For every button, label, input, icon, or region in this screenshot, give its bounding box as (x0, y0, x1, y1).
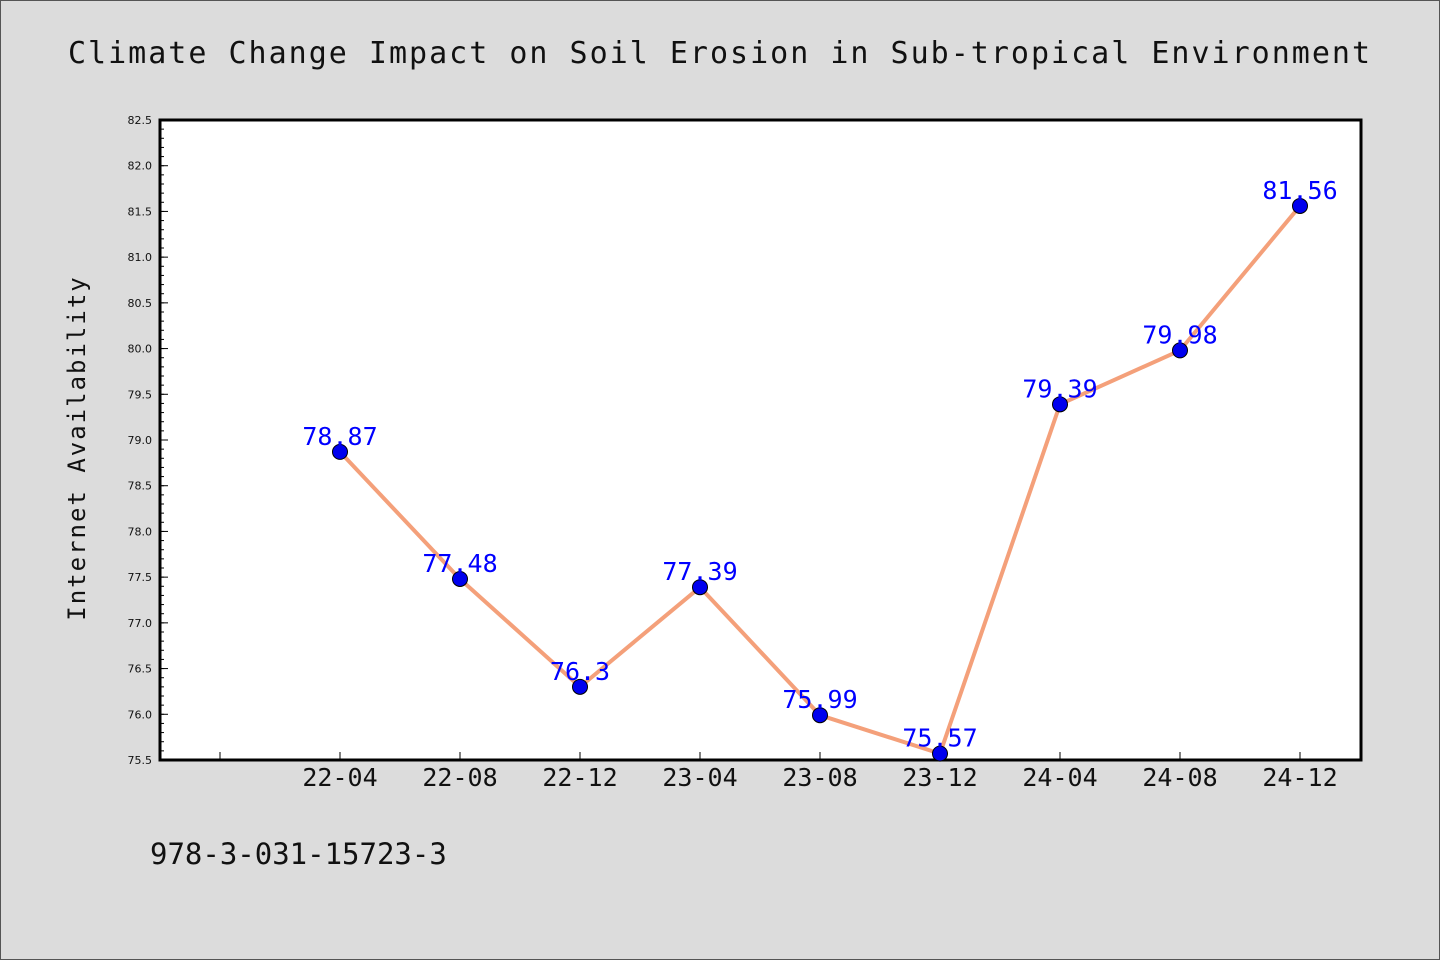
y-tick-label: 80.5 (128, 297, 153, 310)
data-label: 77.39 (662, 557, 737, 586)
data-label: 77.48 (422, 549, 497, 578)
x-tick-label: 22-12 (542, 763, 617, 792)
x-tick-label: 23-12 (902, 763, 977, 792)
data-label: 81.56 (1262, 176, 1337, 205)
data-label: 79.98 (1142, 320, 1217, 349)
chart-title: Climate Change Impact on Soil Erosion in… (68, 36, 1372, 71)
x-tick-label: 24-04 (1022, 763, 1097, 792)
data-label: 76.3 (550, 657, 610, 686)
y-tick-label: 78.5 (128, 480, 153, 493)
y-axis: 75.5 76.0 76.5 77.0 77.5 78.0 78.5 79.0 79.5 80.0… (128, 114, 168, 767)
y-tick-label: 77.0 (128, 617, 153, 630)
y-tick-label: 76.0 (128, 708, 153, 721)
y-tick-label: 82.0 (128, 160, 153, 173)
x-tick-label: 22-04 (302, 763, 377, 792)
x-tick-label: 22-08 (422, 763, 497, 792)
y-axis-label: Internet Availability (63, 275, 91, 620)
y-tick-label: 82.5 (128, 114, 153, 127)
x-tick-label: 23-04 (662, 763, 737, 792)
series-layer: 78.87 77.48 76.3 77.39 75.99 75.57 79.39 79.98 8… (302, 176, 1338, 762)
data-point (1052, 396, 1068, 413)
data-point (572, 678, 588, 695)
y-tick-label: 77.5 (128, 571, 153, 584)
data-point (692, 579, 708, 596)
data-label: 78.87 (302, 422, 377, 451)
x-tick-label: 23-08 (782, 763, 857, 792)
x-axis: 22-04 22-08 22-12 23-04 23-08 23-12 24-04 24-08… (219, 752, 1338, 792)
y-tick-label: 81.0 (128, 251, 153, 264)
data-point (932, 745, 948, 762)
y-tick-label: 75.5 (128, 754, 153, 767)
data-label: 75.57 (902, 724, 977, 753)
y-tick-label: 78.0 (128, 525, 153, 538)
data-point (332, 443, 348, 460)
data-point (452, 570, 468, 587)
x-tick-label: 24-08 (1142, 763, 1217, 792)
data-point (812, 707, 828, 724)
y-tick-label: 79.0 (128, 434, 153, 447)
y-tick-label: 79.5 (128, 388, 153, 401)
data-point (1172, 342, 1188, 359)
data-label: 75.99 (782, 685, 857, 714)
data-point (1292, 197, 1308, 214)
y-tick-label: 80.0 (128, 343, 153, 356)
x-tick-label: 24-12 (1262, 763, 1337, 792)
y-tick-label: 76.5 (128, 663, 153, 676)
y-tick-label: 81.5 (128, 205, 153, 218)
footer-id: 978-3-031-15723-3 (150, 837, 447, 871)
data-label: 79.39 (1022, 374, 1097, 403)
